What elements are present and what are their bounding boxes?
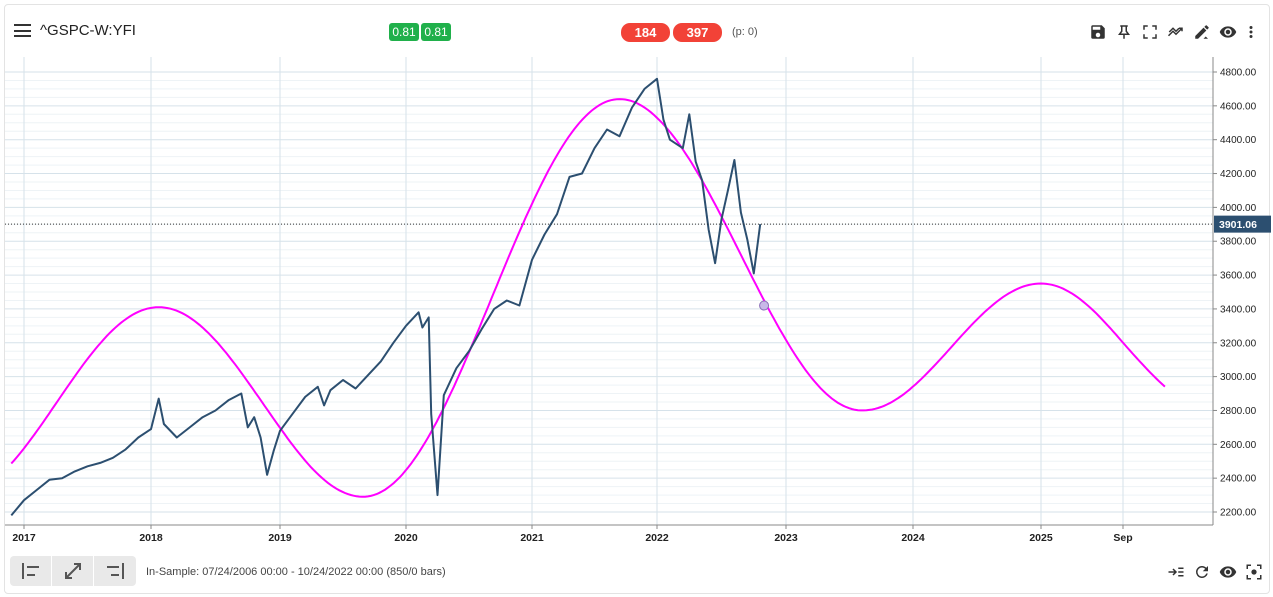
- y-tick-label: 3000.00: [1220, 372, 1257, 383]
- x-tick-label: 2023: [774, 532, 798, 544]
- refresh-icon[interactable]: [1193, 563, 1211, 581]
- x-axis: 2017 2018 2019 2020 2021 2022 2023 2024 2025 Sep: [12, 525, 1133, 544]
- y-tick-label: 2400.00: [1220, 474, 1257, 485]
- current-price-tag: 3901.06: [1214, 215, 1271, 233]
- y-axis: 2200.00 2400.00 2600.00 2800.00 3000.00 3200.…: [1213, 68, 1257, 519]
- align-right-icon: [107, 563, 124, 579]
- eye-icon[interactable]: [1219, 563, 1237, 581]
- align-right-button[interactable]: [94, 556, 136, 586]
- symbol-title: ^GSPC-W:YFI: [40, 22, 136, 39]
- price-chart[interactable]: 2200.00 2400.00 2600.00 2800.00 3000.00 3200.…: [5, 55, 1271, 545]
- bottom-toolbar: In-Sample: 07/24/2006 00:00 - 10/24/2022…: [5, 550, 1271, 595]
- x-tick-label: 2022: [645, 532, 669, 544]
- green-badge-1: 0.81: [389, 23, 419, 41]
- y-tick-label: 4000.00: [1220, 203, 1257, 214]
- x-tick-label: 2020: [394, 532, 418, 544]
- cycle-projection-line: [10, 98, 1166, 498]
- price-series-line: [10, 77, 762, 517]
- plot-area: [5, 57, 1213, 525]
- x-tick-label: Sep: [1113, 532, 1132, 544]
- expand-button[interactable]: [52, 556, 94, 586]
- y-tick-label: 2600.00: [1220, 440, 1257, 451]
- red-badge-1: 184: [621, 23, 670, 42]
- y-tick-label: 2200.00: [1220, 508, 1257, 519]
- fullscreen-icon[interactable]: [1141, 23, 1159, 41]
- hamburger-menu-icon[interactable]: [14, 24, 31, 37]
- x-tick-label: 2018: [139, 532, 163, 544]
- save-icon[interactable]: [1089, 23, 1107, 41]
- current-price-label: 3901.06: [1219, 219, 1257, 231]
- align-left-button[interactable]: [10, 556, 52, 586]
- x-tick-label: 2025: [1029, 532, 1053, 544]
- expand-icon: [64, 563, 81, 579]
- y-tick-label: 3400.00: [1220, 304, 1257, 315]
- y-tick-label: 4600.00: [1220, 101, 1257, 112]
- p-count: (p: 0): [732, 26, 758, 38]
- more-vert-icon[interactable]: [1245, 23, 1257, 41]
- navigation-buttons: [10, 556, 136, 586]
- green-badge-2: 0.81: [421, 23, 451, 41]
- eye-icon[interactable]: [1219, 23, 1237, 41]
- chart-grid: [5, 57, 1214, 526]
- chart-window: ^GSPC-W:YFI 0.81 0.81 184 397 (p: 0) 220…: [4, 4, 1271, 595]
- align-left-icon: [21, 563, 39, 579]
- x-tick-label: 2019: [268, 532, 292, 544]
- y-tick-label: 3600.00: [1220, 271, 1257, 282]
- y-tick-label: 4800.00: [1220, 68, 1257, 79]
- cycle-marker-point: [759, 300, 770, 311]
- y-tick-label: 3800.00: [1220, 237, 1257, 248]
- trend-icon[interactable]: [1167, 23, 1185, 41]
- pin-icon[interactable]: [1115, 23, 1133, 41]
- draw-icon[interactable]: [1193, 23, 1211, 41]
- x-tick-label: 2017: [12, 532, 36, 544]
- in-sample-info: In-Sample: 07/24/2006 00:00 - 10/24/2022…: [146, 566, 446, 578]
- red-badge-2: 397: [673, 23, 722, 42]
- top-toolbar: ^GSPC-W:YFI 0.81 0.81 184 397 (p: 0): [5, 5, 1271, 55]
- y-tick-label: 2800.00: [1220, 406, 1257, 417]
- scroll-right-icon[interactable]: [1167, 563, 1185, 581]
- screenshot-icon[interactable]: [1245, 563, 1263, 581]
- y-tick-label: 3200.00: [1220, 338, 1257, 349]
- y-tick-label: 4200.00: [1220, 169, 1257, 180]
- x-tick-label: 2021: [520, 532, 544, 544]
- y-tick-label: 4400.00: [1220, 135, 1257, 146]
- x-tick-label: 2024: [901, 532, 925, 544]
